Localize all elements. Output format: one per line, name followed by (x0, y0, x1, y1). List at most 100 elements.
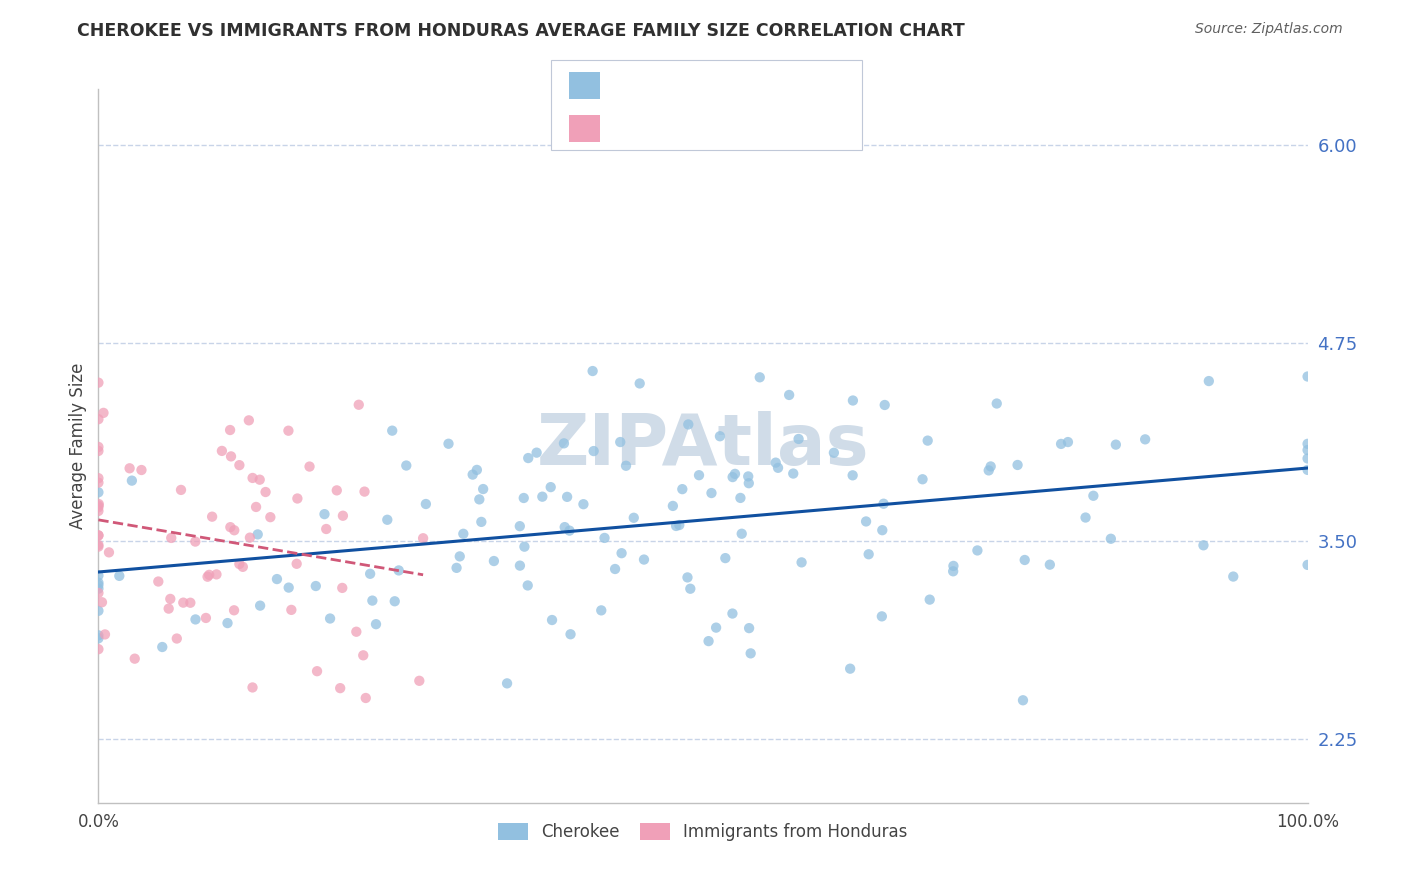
Point (1296, 443, 1319, 458)
Point (354, 690, 377, 705)
Point (266, 572, 288, 586)
Point (555, 490, 578, 504)
Point (1198, 374, 1220, 388)
Point (709, 429, 731, 443)
Point (766, 460, 789, 475)
Point (239, 531, 262, 545)
Point (671, 482, 693, 496)
Point (509, 519, 531, 533)
Point (1296, 451, 1319, 466)
Point (679, 582, 702, 596)
Point (609, 435, 631, 450)
Point (87, 604, 110, 618)
Point (194, 611, 217, 625)
Point (1014, 553, 1036, 567)
Point (87, 575, 110, 590)
Point (765, 456, 787, 470)
Point (665, 519, 688, 533)
Point (198, 567, 221, 582)
Point (697, 634, 720, 648)
Point (408, 673, 430, 688)
Point (87, 444, 110, 458)
Point (93, 406, 115, 420)
Point (778, 388, 800, 402)
Point (87, 582, 110, 596)
Point (118, 461, 141, 475)
Point (87, 376, 110, 390)
Point (541, 613, 564, 627)
Point (87, 528, 110, 542)
Point (560, 627, 582, 641)
Point (170, 483, 193, 497)
Point (87, 578, 110, 592)
Point (87, 412, 110, 426)
Point (352, 648, 374, 663)
Point (623, 510, 645, 524)
Point (842, 393, 865, 408)
Point (172, 596, 194, 610)
Point (228, 557, 250, 571)
Point (287, 491, 309, 506)
Point (148, 574, 170, 589)
Point (232, 559, 254, 574)
Point (465, 463, 488, 477)
Point (823, 446, 845, 460)
Point (966, 543, 988, 558)
Point (121, 474, 143, 488)
Point (633, 552, 655, 566)
Point (166, 632, 188, 646)
Point (87, 497, 110, 511)
Point (381, 424, 404, 438)
Point (724, 467, 747, 481)
Point (730, 491, 752, 505)
Point (87, 628, 110, 642)
Point (628, 376, 651, 391)
Point (449, 549, 471, 564)
Point (516, 578, 538, 592)
Point (330, 581, 353, 595)
Point (87, 440, 110, 454)
Point (319, 611, 342, 625)
Point (1133, 433, 1156, 447)
Point (593, 531, 616, 545)
Point (87, 538, 110, 552)
Point (353, 484, 375, 499)
Point (700, 486, 723, 500)
Point (790, 555, 813, 569)
Point (942, 564, 965, 578)
Point (662, 499, 685, 513)
Point (738, 476, 761, 491)
Point (558, 524, 581, 538)
Point (347, 398, 370, 412)
Point (1296, 463, 1319, 477)
Point (1074, 510, 1097, 524)
Point (97, 545, 120, 559)
Point (219, 520, 242, 534)
Point (249, 599, 271, 613)
Point (205, 567, 228, 582)
Point (131, 463, 153, 477)
Point (1012, 693, 1035, 707)
Point (582, 364, 605, 378)
Point (678, 417, 700, 432)
Point (676, 570, 699, 584)
Point (1296, 558, 1319, 572)
Point (228, 458, 250, 472)
Point (787, 432, 810, 446)
Text: R =  0.430   N = 135: R = 0.430 N = 135 (612, 77, 799, 95)
Point (285, 557, 308, 571)
Point (591, 603, 613, 617)
Point (246, 527, 269, 541)
Point (305, 579, 328, 593)
Point (668, 518, 690, 533)
Point (470, 515, 492, 529)
Point (361, 593, 384, 607)
Point (1222, 569, 1244, 583)
Point (496, 676, 519, 690)
Point (873, 398, 896, 412)
Point (359, 566, 381, 581)
Point (872, 523, 894, 537)
Point (737, 469, 759, 483)
Point (582, 444, 605, 458)
Point (91, 595, 114, 609)
